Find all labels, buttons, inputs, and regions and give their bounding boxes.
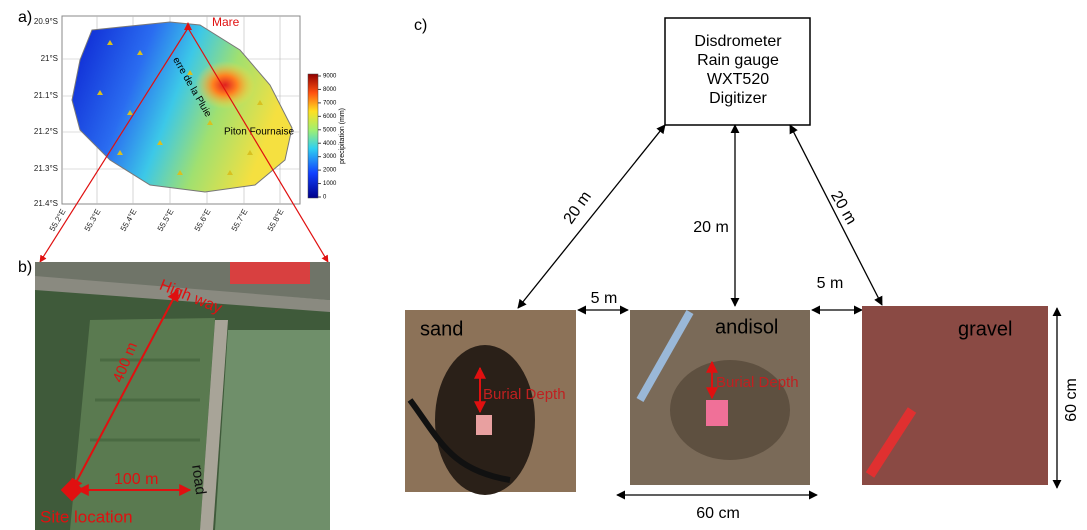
photo-label: 100 m xyxy=(114,471,158,488)
lon-tick: 55.2°E xyxy=(48,208,68,233)
colorbar-tick-label: 6000 xyxy=(323,114,337,120)
instrument: Digitizer xyxy=(709,90,767,107)
lon-tick: 55.3°E xyxy=(83,208,103,233)
colorbar-tick-label: 3000 xyxy=(323,154,337,160)
instrument: Disdrometer xyxy=(694,33,782,50)
burial-label: Burial Depth xyxy=(483,386,566,403)
lat-tick: 21.3°S xyxy=(34,164,58,173)
panel-label: a) xyxy=(18,9,32,26)
colorbar-tick-label: 1000 xyxy=(323,181,337,187)
colorbar-ticks: 0 1000 2000 3000 4000 5000 6000 7000 8000 9000 xyxy=(318,74,337,201)
soil-label: sand xyxy=(420,318,463,340)
colorbar-tick-label: 5000 xyxy=(323,127,337,133)
colorbar-tick-label: 0 xyxy=(323,195,327,201)
lon-tick: 55.6°E xyxy=(193,208,213,233)
colorbar-tick-label: 2000 xyxy=(323,168,337,174)
colorbar-tick-label: 4000 xyxy=(323,141,337,147)
distance-label: 5 m xyxy=(817,275,844,292)
colorbar-label: precipitation (mm) xyxy=(339,108,346,164)
place-label: Piton Fournaise xyxy=(224,127,294,138)
annotations xyxy=(60,288,192,502)
place-label: Mare xyxy=(212,15,240,29)
instrument: WXT520 xyxy=(707,71,769,88)
lat-tick: 21.1°S xyxy=(34,91,58,100)
lat-tick: 21.4°S xyxy=(34,199,58,208)
lon-tick: 55.8°E xyxy=(266,208,286,233)
lat-tick: 21.2°S xyxy=(34,127,58,136)
soil-label: gravel xyxy=(958,318,1012,340)
instrument: Rain gauge xyxy=(697,52,779,69)
colorbar-tick-label: 7000 xyxy=(323,100,337,106)
size-label: 60 cm xyxy=(1063,378,1080,422)
distance-label: 20 m xyxy=(561,188,595,227)
burial-label: Burial Depth xyxy=(716,374,799,391)
distance-arrows xyxy=(517,124,1062,500)
photo-label: road xyxy=(188,464,209,496)
lon-tick: 55.7°E xyxy=(230,208,250,233)
distance-label: 5 m xyxy=(591,290,618,307)
map: Mare erre de la Pluie Piton Fournaise xyxy=(61,15,301,205)
soil-label: andisol xyxy=(715,316,778,338)
instrument-box xyxy=(664,17,811,126)
size-label: 60 cm xyxy=(696,505,740,522)
colorbar xyxy=(307,73,319,199)
panel-label: c) xyxy=(414,17,427,34)
colorbar-tick-label: 8000 xyxy=(323,87,337,93)
distance-label: 20 m xyxy=(693,219,729,236)
lat-tick: 21°S xyxy=(41,54,58,63)
connectors xyxy=(39,27,329,263)
photo-label: Site location xyxy=(40,507,133,526)
soil-photos xyxy=(405,306,1048,495)
colorbar-tick-label: 9000 xyxy=(323,74,337,80)
lat-tick: 20.9°S xyxy=(34,17,58,26)
lon-tick: 55.4°E xyxy=(119,208,139,233)
lon-tick: 55.5°E xyxy=(156,208,176,233)
panel-label: b) xyxy=(18,259,32,276)
